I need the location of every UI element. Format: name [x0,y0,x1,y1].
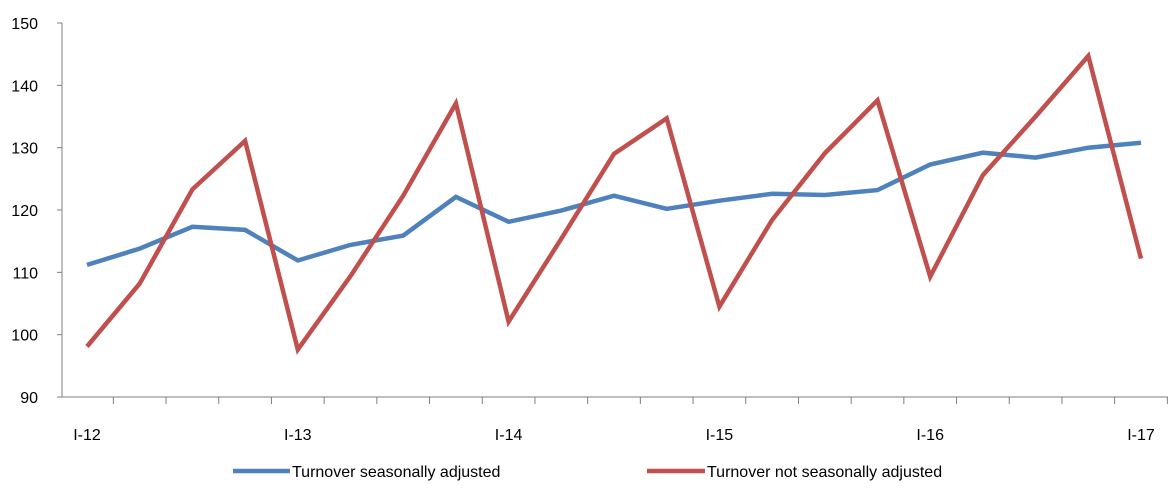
y-tick-label: 130 [11,141,38,158]
series-line-2 [85,51,1144,355]
y-tick-label: 110 [12,265,38,282]
x-tick-label: I-16 [916,427,944,444]
axes: 90 100 110 120 130 140 150 I-12 I-13 I-14 I-15 I-16… [11,16,1168,444]
y-tick-label: 150 [11,16,38,33]
y-tick-label: 120 [11,203,38,220]
y-tick-label: 100 [11,328,38,345]
legend-label-2: Turnover not seasonally adjusted [707,464,942,481]
x-tick-label: I-12 [73,427,101,444]
legend-label-1: Turnover seasonally adjusted [292,464,500,481]
x-tick-label: I-15 [706,427,734,444]
y-tick-label: 140 [11,78,38,95]
series-layer [85,51,1144,355]
y-tick-label: 90 [20,390,38,407]
legend: Turnover seasonally adjusted Turnover not… [233,464,942,481]
series-line-1 [86,140,1142,268]
x-tick-label: I-17 [1127,427,1155,444]
x-tick-label: I-13 [284,427,312,444]
x-tick-label: I-14 [495,427,523,444]
